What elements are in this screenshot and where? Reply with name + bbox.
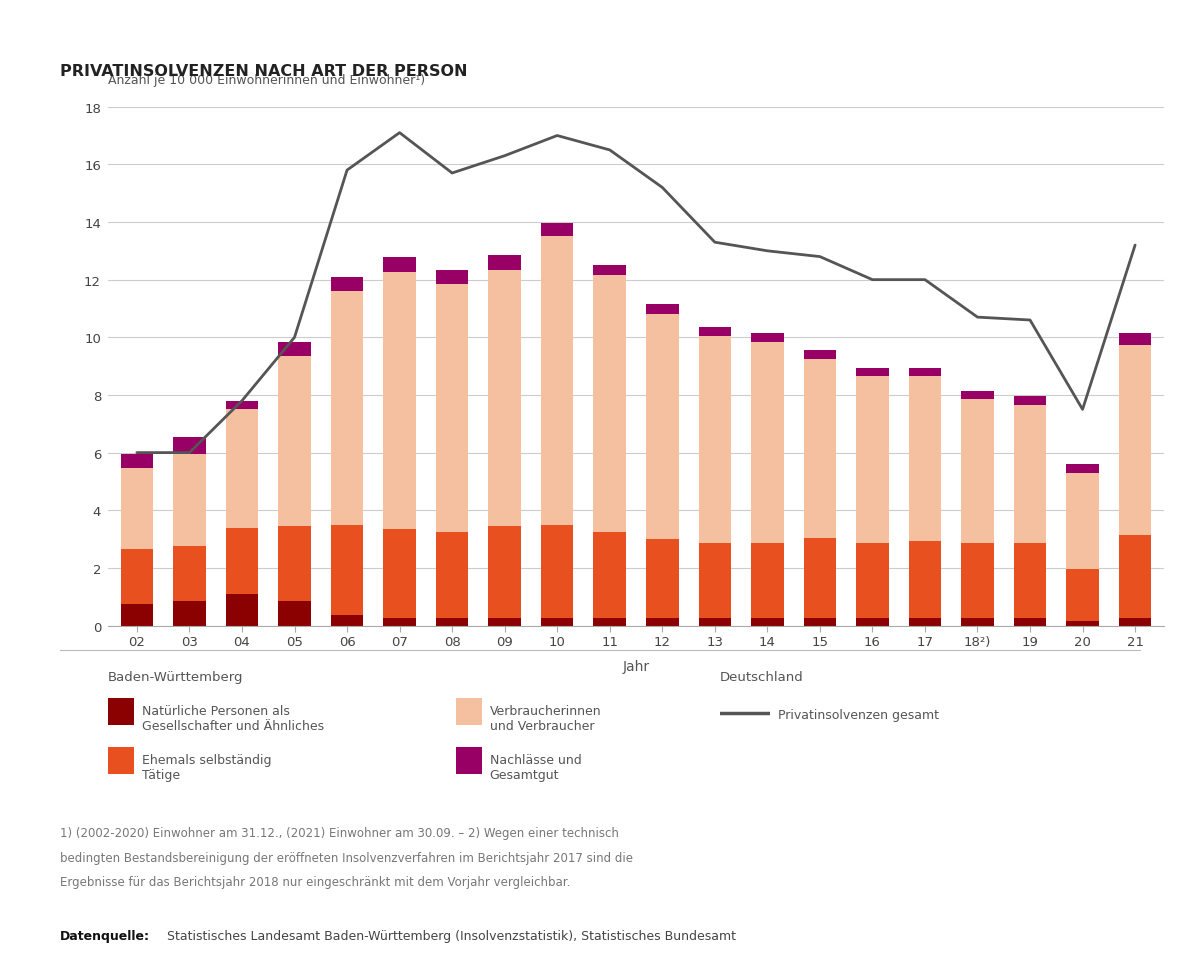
Bar (961, 619, 994, 626)
Bar (278, 526, 311, 601)
X-axis label: Jahr: Jahr (623, 660, 649, 674)
Bar (1067, 570, 1099, 622)
Text: Verbraucherinnen
und Verbraucher: Verbraucherinnen und Verbraucher (490, 704, 601, 733)
Bar (804, 619, 836, 626)
Bar (488, 270, 521, 526)
Bar (961, 544, 994, 619)
Text: Anzahl je 10 000 Einwohnerinnen und Einwohner¹): Anzahl je 10 000 Einwohnerinnen und Einw… (108, 74, 425, 87)
Bar (541, 238, 574, 525)
Bar (331, 616, 364, 626)
Bar (331, 291, 364, 525)
Bar (751, 333, 784, 342)
Bar (383, 529, 416, 619)
Text: Datenquelle:: Datenquelle: (60, 929, 150, 942)
Bar (646, 315, 678, 540)
Bar (751, 342, 784, 544)
Bar (436, 285, 468, 532)
Text: Deutschland: Deutschland (720, 670, 804, 683)
Bar (594, 619, 626, 626)
Bar (646, 305, 678, 315)
Bar (1014, 619, 1046, 626)
Bar (121, 455, 154, 469)
Bar (173, 601, 205, 626)
Bar (594, 266, 626, 276)
Text: bedingten Bestandsbereinigung der eröffneten Insolvenzverfahren im Berichtsjahr : bedingten Bestandsbereinigung der eröffn… (60, 851, 634, 864)
Bar (856, 544, 889, 619)
Text: Ergebnisse für das Berichtsjahr 2018 nur eingeschränkt mit dem Vorjahr vergleich: Ergebnisse für das Berichtsjahr 2018 nur… (60, 875, 570, 888)
Text: Privatinsolvenzen gesamt: Privatinsolvenzen gesamt (778, 708, 938, 721)
Bar (383, 619, 416, 626)
Bar (1118, 619, 1151, 626)
Bar (436, 619, 468, 626)
Bar (436, 532, 468, 619)
Bar (908, 368, 941, 377)
Bar (1118, 345, 1151, 535)
Bar (331, 525, 364, 616)
Bar (1067, 622, 1099, 626)
Bar (436, 270, 468, 285)
Bar (1118, 535, 1151, 619)
Text: Statistisches Landesamt Baden-Württemberg (Insolvenzstatistik), Statistisches Bu: Statistisches Landesamt Baden-Württember… (163, 929, 737, 942)
Bar (908, 541, 941, 619)
Bar (856, 619, 889, 626)
Text: PRIVATINSOLVENZEN NACH ART DER PERSON: PRIVATINSOLVENZEN NACH ART DER PERSON (60, 64, 468, 78)
Bar (698, 328, 731, 336)
Bar (226, 410, 258, 528)
Bar (278, 357, 311, 526)
Bar (908, 619, 941, 626)
Bar (1118, 333, 1151, 345)
Bar (488, 619, 521, 626)
Bar (804, 538, 836, 619)
Bar (961, 400, 994, 544)
Bar (804, 360, 836, 538)
Bar (541, 224, 574, 238)
Bar (1014, 544, 1046, 619)
Bar (226, 595, 258, 626)
Text: Nachlässe und
Gesamtgut: Nachlässe und Gesamtgut (490, 753, 581, 781)
Bar (383, 257, 416, 273)
Bar (1014, 397, 1046, 406)
Bar (751, 619, 784, 626)
Bar (646, 619, 678, 626)
Bar (856, 377, 889, 544)
Bar (594, 276, 626, 532)
Bar (278, 601, 311, 626)
Bar (1014, 406, 1046, 544)
Bar (331, 278, 364, 291)
Bar (908, 377, 941, 541)
Bar (383, 273, 416, 529)
Text: Baden-Württemberg: Baden-Württemberg (108, 670, 244, 683)
Bar (1067, 465, 1099, 473)
Bar (646, 540, 678, 619)
Bar (856, 368, 889, 377)
Bar (698, 619, 731, 626)
Bar (488, 526, 521, 619)
Bar (121, 550, 154, 604)
Text: Natürliche Personen als
Gesellschafter und Ähnliches: Natürliche Personen als Gesellschafter u… (142, 704, 324, 733)
Bar (698, 336, 731, 544)
Bar (1067, 473, 1099, 570)
Bar (488, 256, 521, 270)
Bar (173, 547, 205, 601)
Bar (121, 469, 154, 550)
Bar (173, 455, 205, 547)
Bar (226, 401, 258, 410)
Bar (226, 528, 258, 595)
Bar (541, 619, 574, 626)
Bar (541, 525, 574, 619)
Bar (698, 544, 731, 619)
Text: 1) (2002-2020) Einwohner am 31.12., (2021) Einwohner am 30.09. – 2) Wegen einer : 1) (2002-2020) Einwohner am 31.12., (202… (60, 826, 619, 839)
Bar (121, 604, 154, 626)
Bar (278, 342, 311, 357)
Text: Ehemals selbständig
Tätige: Ehemals selbständig Tätige (142, 753, 271, 781)
Bar (173, 437, 205, 455)
Bar (804, 351, 836, 360)
Bar (751, 544, 784, 619)
Bar (961, 391, 994, 400)
Bar (594, 532, 626, 619)
